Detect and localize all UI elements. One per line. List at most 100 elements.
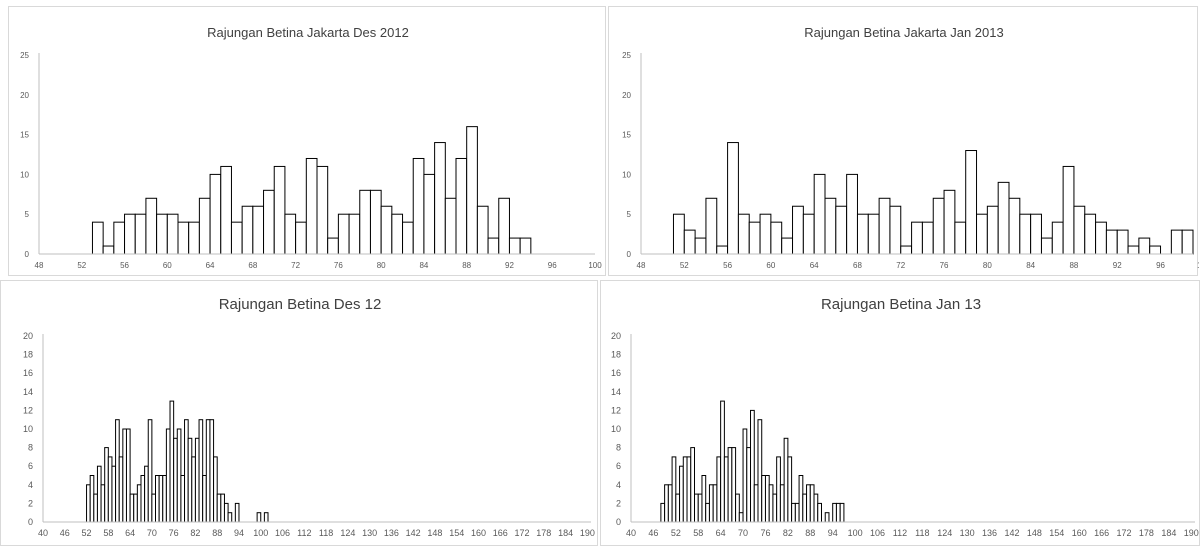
y-tick-label: 10 — [622, 170, 631, 179]
histogram-bar — [1084, 213, 1097, 255]
x-tick-label: 112 — [297, 528, 311, 538]
histogram-bar — [227, 512, 233, 523]
histogram-bar — [519, 237, 532, 255]
histogram-bar — [96, 465, 102, 523]
x-tick-label: 48 — [35, 261, 44, 270]
histogram-bar — [162, 475, 167, 523]
x-tick-label: 82 — [190, 528, 200, 538]
y-tick-label: 20 — [23, 331, 33, 341]
x-tick-label: 160 — [471, 528, 486, 538]
histogram-bar — [889, 205, 902, 255]
x-tick-label: 56 — [120, 261, 129, 270]
histogram-bar — [165, 428, 171, 523]
histogram-bar — [134, 213, 147, 255]
histogram-bar — [284, 213, 297, 255]
histogram-bar — [783, 437, 789, 523]
histogram-bar — [188, 221, 200, 255]
histogram-bar — [1030, 213, 1042, 255]
x-tick-label: 52 — [77, 261, 86, 270]
histogram-bar — [476, 205, 489, 255]
histogram-bar — [779, 484, 785, 523]
histogram-bar — [675, 493, 681, 523]
y-tick-label: 16 — [23, 368, 33, 378]
histogram-bar — [701, 475, 707, 523]
histogram-bar — [252, 205, 265, 255]
histogram-bar — [731, 447, 737, 523]
histogram-bar — [140, 475, 146, 523]
chart-panel-1: Rajungan Betina Jakarta Des 2012 0 5 10 15 20… — [8, 6, 606, 276]
y-tick-label: 10 — [23, 424, 33, 434]
histogram-bar — [155, 475, 160, 523]
y-tick-label: 15 — [622, 131, 631, 140]
histogram-bar — [198, 419, 204, 523]
x-tick-label: 148 — [427, 528, 442, 538]
histogram-bar — [187, 437, 193, 523]
chart-panel-2: Rajungan Betina Jakarta Jan 2013 0 5 10 15 20… — [608, 6, 1199, 276]
histogram-bar — [727, 447, 733, 523]
x-tick-label: 100 — [588, 261, 602, 270]
histogram-bar — [145, 197, 158, 255]
histogram-bar — [104, 447, 109, 523]
y-tick-label: 18 — [23, 350, 33, 360]
histogram-bar — [391, 213, 404, 255]
x-tick-label: 76 — [940, 261, 949, 270]
histogram-bar — [753, 484, 759, 523]
x-tick-label: 184 — [558, 528, 573, 538]
x-tick-label: 40 — [38, 528, 48, 538]
x-tick-label: 46 — [60, 528, 70, 538]
histogram-bar — [660, 502, 666, 523]
histogram-bar — [737, 213, 750, 255]
histogram-bar — [1181, 229, 1194, 255]
histogram-bar — [147, 419, 153, 523]
x-tick-label: 142 — [406, 528, 421, 538]
histogram-bar — [202, 475, 207, 523]
x-tick-label: 94 — [234, 528, 244, 538]
histogram-bar — [256, 512, 262, 523]
histogram-bar — [209, 173, 222, 255]
histogram-bar — [791, 502, 796, 523]
histogram-bar — [466, 126, 478, 255]
histogram-4: Rajungan Betina Jan 13024681012141618204… — [611, 296, 1199, 538]
histogram-bar — [794, 502, 800, 523]
x-tick-label: 76 — [169, 528, 179, 538]
x-tick-label: 64 — [716, 528, 726, 538]
x-tick-label: 88 — [212, 528, 222, 538]
histogram-bar — [824, 512, 830, 523]
histogram-bar — [180, 475, 186, 523]
histogram-bar — [738, 512, 744, 523]
y-tick-label: 2 — [616, 498, 621, 508]
x-tick-label: 184 — [1161, 528, 1176, 538]
histogram-bar — [1073, 205, 1086, 255]
x-tick-label: 136 — [384, 528, 399, 538]
histogram-bar — [125, 428, 131, 523]
histogram-bar — [115, 419, 120, 523]
histogram-bar — [337, 213, 350, 255]
histogram-bar — [921, 221, 934, 255]
x-tick-label: 70 — [147, 528, 157, 538]
x-tick-label: 76 — [334, 261, 343, 270]
histogram-bar — [234, 502, 240, 523]
histogram-bar — [727, 142, 739, 255]
histogram-bar — [1062, 165, 1075, 255]
y-tick-label: 20 — [20, 91, 29, 100]
histogram-bar — [813, 493, 819, 523]
histogram-bar — [205, 419, 211, 523]
x-tick-label: 72 — [896, 261, 905, 270]
histogram-2: Rajungan Betina Jakarta Jan 2013 0 5 10 15 20… — [622, 25, 1199, 270]
x-tick-label: 46 — [648, 528, 658, 538]
x-tick-label: 100 — [1197, 261, 1199, 270]
histogram-bar — [787, 456, 793, 523]
histogram-bar — [1127, 245, 1140, 255]
histogram-bar — [835, 205, 848, 255]
histogram-bar — [216, 493, 222, 523]
y-tick-label: 20 — [611, 331, 621, 341]
histogram-bar — [1170, 229, 1183, 255]
histogram-bar — [194, 437, 200, 523]
x-tick-label: 64 — [810, 261, 819, 270]
histogram-bar — [133, 493, 138, 523]
chart-panel-4: Rajungan Betina Jan 13 0 2 4 6 8 10 12 14 16 18 20 4… — [600, 280, 1200, 546]
histogram-bar — [867, 213, 880, 255]
histogram-bar — [169, 400, 175, 523]
y-tick-label: 25 — [622, 51, 631, 60]
histogram-bar — [750, 409, 755, 523]
